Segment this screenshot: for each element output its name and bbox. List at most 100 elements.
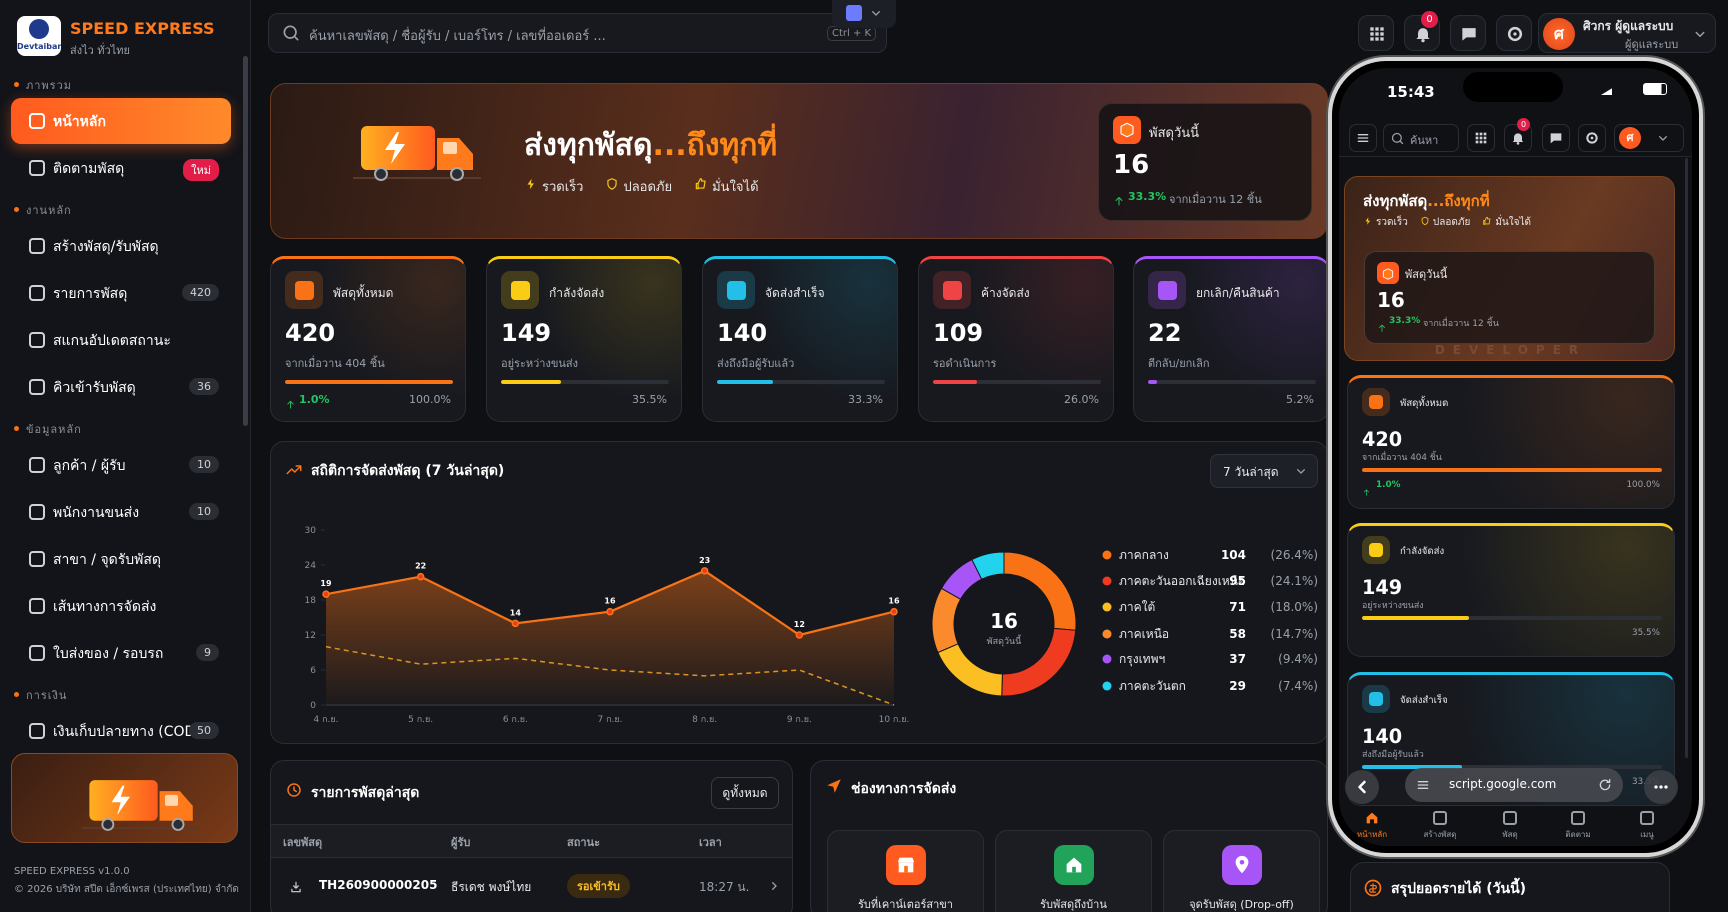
data-label: 19 xyxy=(320,579,332,588)
browser-back[interactable] xyxy=(1345,770,1379,804)
nav-item[interactable]: ติดตามพัสดุ ใหม่ xyxy=(11,145,231,191)
channel-icon xyxy=(1054,845,1094,885)
phone-icon-button[interactable] xyxy=(1467,124,1495,152)
nav-item[interactable]: สแกนอัปเดตสถานะ xyxy=(11,317,231,363)
channels-panel: ช่องทางการจัดส่ง รับที่เคาน์เตอร์สาขา รับพ… xyxy=(810,760,1328,912)
nav-item[interactable]: สร้างพัสดุ/รับพัสดุ xyxy=(11,223,231,269)
icon-shape xyxy=(1365,217,1371,225)
icon-shape xyxy=(1483,216,1491,225)
nav-item[interactable]: เงินเก็บปลายทาง (COD) 50 xyxy=(11,708,231,754)
legend-share: (7.4%) xyxy=(1278,679,1318,693)
nav-item[interactable]: ลูกค้า / ผู้รับ 10 xyxy=(11,442,231,488)
phone-icon-button[interactable] xyxy=(1578,124,1606,152)
data-label: 12 xyxy=(794,620,805,629)
phone-menu-button[interactable] xyxy=(1349,124,1377,152)
icon-shape xyxy=(695,178,706,190)
channel-card[interactable]: จุดรับพัสดุ (Drop-off) xyxy=(1163,830,1320,912)
user-name: ศิวกร ผู้ดูแลระบบ xyxy=(1583,19,1674,33)
icon-shape xyxy=(1066,857,1082,873)
icon-shape xyxy=(1654,785,1668,789)
notifications-button[interactable] xyxy=(1404,15,1440,51)
data-point xyxy=(416,572,425,581)
feature-label: รวดเร็ว xyxy=(1376,217,1408,228)
stat-icon xyxy=(1362,388,1390,416)
icon-shape xyxy=(827,779,841,793)
stat-icon xyxy=(501,271,539,309)
nav-item[interactable]: เส้นทางการจัดส่ง xyxy=(11,583,231,629)
nav-item[interactable]: รายการพัสดุ 420 xyxy=(11,270,231,316)
icon-shape xyxy=(1513,32,1517,36)
recent-parcels-panel: รายการพัสดุล่าสุด ดูทั้งหมด เลขพัสดุ ผู้รับ… xyxy=(270,760,793,912)
phone-nav-item[interactable]: ติดตาม xyxy=(1553,808,1603,844)
range-dropdown[interactable]: 7 วันล่าสุด xyxy=(1210,454,1318,488)
nav-item[interactable]: พนักงานขนส่ง 10 xyxy=(11,489,231,535)
nav-item[interactable]: สาขา / จุดรับพัสดุ xyxy=(11,536,231,582)
phone-hero-features: รวดเร็ว ปลอดภัย มั่นใจได้ xyxy=(1363,215,1531,230)
up-arrow xyxy=(1377,318,1387,332)
phone-icon-button[interactable] xyxy=(1542,124,1570,152)
row-chevron xyxy=(766,878,782,894)
icon-shape xyxy=(293,786,297,793)
nav-label: ลูกค้า / ผู้รับ xyxy=(53,458,126,474)
phone-user-menu[interactable]: ศ xyxy=(1614,124,1684,152)
feature-label: ปลอดภัย xyxy=(623,180,673,195)
settings-button[interactable] xyxy=(1496,15,1532,51)
nav-icon xyxy=(29,379,45,395)
phone-nav-item[interactable]: พัสดุ xyxy=(1485,808,1535,844)
channel-icon xyxy=(1222,845,1262,885)
browser-more[interactable] xyxy=(1644,770,1678,804)
stat-card: ยกเลิก/คืนสินค้า 22 ตีกลับ/ยกเลิก 5.2% xyxy=(1133,256,1329,422)
messages-button[interactable] xyxy=(1450,15,1486,51)
table-row[interactable]: TH260900000205 ธีรเดช พงษ์ไทย รอเข้ารับ 18:… xyxy=(271,867,792,907)
floating-widget[interactable] xyxy=(832,0,896,28)
legend-share: (18.0%) xyxy=(1271,600,1318,614)
nav-badge: 420 xyxy=(182,284,219,301)
nav-item[interactable]: หน้าหลัก xyxy=(11,98,231,144)
icon-shape xyxy=(1375,37,1379,41)
search-box[interactable]: ค้นหาเลขพัสดุ / ชื่อผู้รับ / เบอร์โทร / … xyxy=(268,13,887,53)
legend-share: (24.1%) xyxy=(1271,574,1318,588)
feature: ปลอดภัย xyxy=(605,176,672,197)
parcel-id: TH260900000205 xyxy=(319,878,438,892)
icon-shape xyxy=(1507,26,1523,42)
icon-shape xyxy=(1375,32,1379,36)
channel-card[interactable]: รับที่เคาน์เตอร์สาขา xyxy=(827,830,984,912)
browser-url-bar[interactable]: script.google.com xyxy=(1405,768,1623,802)
icon-shape xyxy=(1421,216,1429,226)
user-menu[interactable]: ศ ศิวกร ผู้ดูแลระบบ ผู้ดูแลระบบ xyxy=(1538,13,1716,53)
nav-item[interactable]: ใบส่งของ / รอบรถ 9 xyxy=(11,630,231,676)
today-value: 16 xyxy=(1377,288,1405,312)
progress-fill xyxy=(285,380,453,384)
phone-nav-item[interactable]: หน้าหลัก xyxy=(1347,808,1397,844)
section-title: การเงิน xyxy=(26,689,68,702)
y-tick-label: 24 xyxy=(305,561,317,571)
sidebar-scrollbar xyxy=(243,56,248,426)
data-label: 16 xyxy=(888,597,900,606)
icon xyxy=(1655,130,1671,146)
nav-item[interactable]: คิวเข้ารับพัสดุ 36 xyxy=(11,364,231,410)
icon-shape xyxy=(1421,216,1429,226)
icon-shape xyxy=(1120,122,1134,138)
phone-nav-item[interactable]: เมนู xyxy=(1622,808,1672,844)
icon-shape xyxy=(897,857,915,873)
legend-name: ภาคใต้ xyxy=(1119,600,1155,614)
legend-name: ภาคตะวันตก xyxy=(1119,679,1186,693)
x-tick-label: 9 ก.ย. xyxy=(787,715,812,725)
icon-shape xyxy=(1507,26,1523,42)
icon-shape xyxy=(1483,136,1487,140)
phone-search[interactable]: ค้นหา xyxy=(1383,124,1459,152)
apps-button[interactable] xyxy=(1358,15,1394,51)
legend-name: ภาคกลาง xyxy=(1119,548,1169,562)
channel-icon xyxy=(886,845,926,885)
view-all-button[interactable]: ดูทั้งหมด xyxy=(711,777,779,809)
channel-card[interactable]: รับพัสดุถึงบ้าน xyxy=(995,830,1152,912)
icon-shape xyxy=(1475,136,1479,140)
progress-fill xyxy=(501,380,561,384)
stat-label: กำลังจัดส่ง xyxy=(1400,546,1445,557)
legend-dot xyxy=(1102,681,1112,691)
icon-shape xyxy=(1366,812,1378,824)
icon-shape xyxy=(1462,28,1476,41)
phone-nav-item[interactable]: สร้างพัสดุ xyxy=(1415,808,1465,844)
icon-shape xyxy=(1659,785,1663,789)
section-title: ข้อมูลหลัก xyxy=(26,423,82,436)
